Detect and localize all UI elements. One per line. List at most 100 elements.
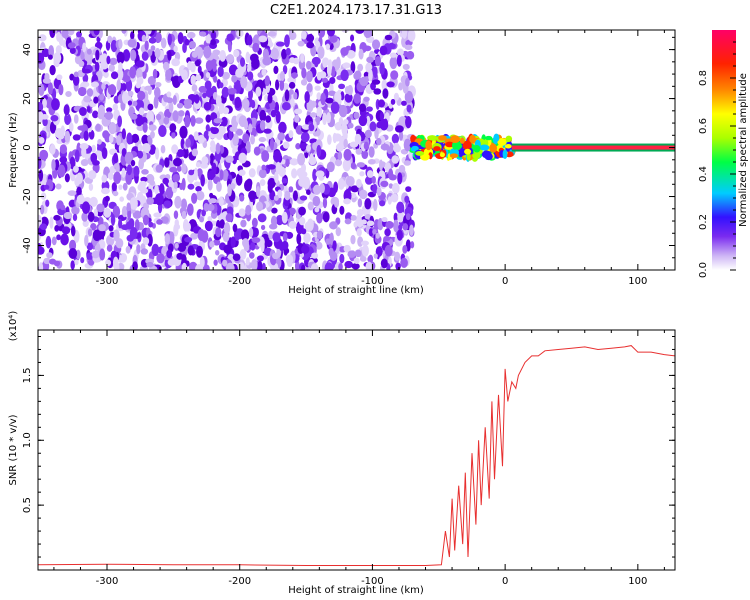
spectrogram-cell [316, 212, 323, 224]
spectrogram-cell [107, 171, 114, 180]
spectrogram-cell [165, 68, 172, 81]
spectrogram-cell [223, 222, 231, 235]
spectrogram-cell [144, 40, 149, 51]
spectrogram-cell [210, 39, 217, 46]
spectrogram-cell [99, 53, 109, 65]
spectrogram-cell [363, 96, 370, 102]
signal-cell [481, 150, 492, 159]
spectrogram-cell [129, 227, 138, 240]
spectrogram-cell [288, 186, 294, 193]
spectrogram-cell [350, 214, 357, 221]
spectrogram-cell [166, 97, 174, 104]
spectrogram-cell [288, 130, 294, 139]
spectrogram-cell [115, 162, 120, 175]
spectrogram-cell [316, 92, 322, 100]
spectrogram-cell [356, 208, 364, 217]
spectrogram-cell [150, 45, 156, 52]
spectrogram-cell [226, 33, 234, 42]
spectrogram-cell [211, 162, 217, 176]
spectrogram-cell [329, 76, 336, 85]
spectrogram-cell [72, 134, 81, 141]
colorbar-tick-label: 0.0 [698, 262, 709, 278]
spectrogram-cell [179, 125, 188, 139]
spectrogram-cell [301, 245, 310, 254]
spectrogram-cell [247, 71, 254, 81]
spectrogram-cell [260, 224, 266, 231]
spectrogram-cell [394, 251, 401, 262]
spectrogram-cell [316, 144, 322, 158]
spectrogram-cell [259, 120, 266, 131]
spectrogram-cell [54, 128, 64, 139]
spectrogram-cell [141, 169, 149, 175]
spectrogram-cell [41, 48, 50, 58]
spectrogram-cell [309, 112, 317, 118]
spectrogram-cell [200, 162, 209, 169]
spectrogram-cell [376, 137, 382, 146]
spectrogram-cell [179, 182, 184, 190]
spectrogram-cell [182, 147, 189, 159]
spectrogram-cell [355, 30, 365, 34]
spectrogram-cell [311, 252, 319, 259]
spectrogram-cell [222, 169, 229, 182]
spectrogram-cell [133, 165, 140, 177]
spectrogram-cell [39, 149, 49, 161]
spectrogram-cell [288, 81, 296, 89]
spectrogram-cell [165, 186, 174, 199]
spectrogram-cell [183, 98, 193, 106]
spectrogram-cell [391, 182, 400, 194]
spectrogram-cell [166, 91, 172, 98]
spectrogram-cell [53, 214, 61, 221]
spectrogram-cell [359, 76, 369, 87]
spectrogram-cell [398, 224, 403, 231]
spectrogram-cell [92, 110, 99, 119]
spectrogram-cell [272, 232, 281, 243]
spectrogram-cell [146, 110, 154, 124]
spectrogram-cell [274, 171, 279, 184]
spectrogram-cell [281, 211, 288, 224]
spectrogram-cell [49, 216, 54, 229]
spectrogram-cell [111, 182, 117, 192]
spectrogram-cell [131, 133, 140, 143]
spectrogram-cell [170, 76, 176, 82]
spectrogram-cell [205, 60, 213, 72]
signal-cell [497, 137, 507, 146]
signal-cell [445, 141, 455, 148]
spectrogram-cell [104, 195, 110, 202]
spectrogram-cell [287, 259, 293, 268]
spectrogram-cell [281, 240, 289, 250]
spectrogram-cell [227, 87, 237, 95]
snr-xlabel: Height of straight line (km) [288, 585, 424, 596]
spectrogram-cell [167, 33, 172, 46]
spectrogram-cell [162, 61, 170, 71]
spectrogram-cell [49, 143, 56, 155]
spectrogram-cell [294, 114, 300, 123]
spectrogram-cell [395, 262, 401, 270]
spectrogram-cell [325, 238, 331, 245]
spectrogram-cell [328, 90, 337, 97]
signal-cell [427, 135, 438, 141]
spectrogram-cell [360, 240, 370, 246]
spectrogram-cell [107, 35, 113, 44]
spectrogram-cell [273, 195, 279, 201]
spectrogram-cell [335, 227, 342, 237]
spectrogram-cell [154, 47, 161, 59]
signal-cell [450, 135, 461, 144]
spectrogram-cell [99, 248, 106, 261]
spectrogram-cell [375, 232, 380, 239]
spectrogram-cell [277, 189, 283, 199]
spectrogram-cell [147, 233, 153, 247]
spectrogram-cell [88, 258, 95, 266]
spectrogram-cell [337, 178, 345, 190]
spectrogram-x-ticks: -300 -200 -100 0 100 [53, 30, 665, 287]
spectrogram-cell [47, 82, 53, 95]
snr-y-tick-label: 1.0 [22, 432, 33, 448]
spectrogram-cell [356, 178, 362, 189]
spectrogram-cell [153, 86, 161, 98]
spectrogram-cell [171, 132, 176, 139]
spectrogram-cell [130, 159, 136, 167]
spectrogram-cell [219, 219, 225, 229]
spectrogram-cell [388, 183, 394, 189]
spectrogram-cell [390, 193, 399, 203]
spectrogram-cell [337, 151, 343, 161]
snr-scale-note: (x10⁴) [8, 311, 19, 342]
